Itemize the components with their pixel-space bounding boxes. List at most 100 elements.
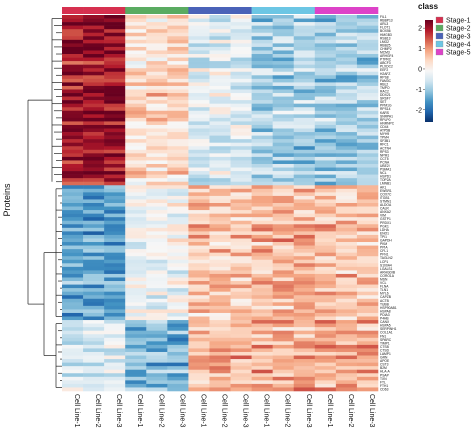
heatmap-cell: [230, 305, 252, 310]
heatmap-cell: [188, 213, 210, 218]
heatmap-cell: [209, 160, 231, 165]
heatmap-cell: [335, 75, 358, 80]
heatmap-cell: [230, 153, 252, 158]
heatmap-cell: [167, 43, 189, 48]
heatmap-cell: [62, 281, 84, 285]
heatmap-cell: [335, 64, 358, 69]
heatmap-cell: [335, 142, 358, 147]
heatmap-cell: [230, 171, 252, 175]
heatmap-cell: [314, 242, 337, 246]
heatmap-cell: [125, 337, 147, 342]
heatmap-cell: [293, 245, 316, 250]
heatmap-cell: [293, 171, 316, 175]
heatmap-cell: [167, 54, 189, 58]
row-label: EWSR1: [380, 189, 392, 193]
heatmap-cell: [146, 128, 168, 133]
heatmap-cell: [272, 107, 295, 112]
heatmap-cell: [230, 309, 252, 314]
heatmap-cell: [125, 36, 147, 41]
heatmap-cell: [188, 348, 210, 353]
heatmap-cell: [356, 366, 379, 371]
heatmap-cell: [188, 273, 210, 278]
heatmap-cell: [167, 185, 189, 190]
heatmap-cell: [314, 312, 337, 317]
row-label: HSPA5: [380, 324, 391, 328]
heatmap-cell: [314, 217, 337, 222]
heatmap-cell: [167, 316, 189, 321]
heatmap-cell: [62, 192, 84, 197]
heatmap-cell: [335, 114, 358, 119]
heatmap-cell: [209, 373, 231, 378]
heatmap-cell: [83, 270, 105, 275]
heatmap-cell: [83, 337, 105, 342]
heatmap-cell: [146, 167, 168, 172]
heatmap-cell: [293, 227, 316, 232]
heatmap-cell: [230, 273, 252, 278]
heatmap-cell: [62, 366, 84, 371]
heatmap-cell: [62, 344, 84, 349]
heatmap-cell: [209, 288, 231, 292]
heatmap-cell: [83, 387, 105, 392]
heatmap-cell: [104, 376, 126, 381]
heatmap-cell: [293, 139, 316, 143]
heatmap-cell: [230, 362, 252, 367]
heatmap-cell: [188, 178, 210, 183]
heatmap-cell: [335, 323, 358, 328]
heatmap-cell: [188, 29, 210, 34]
heatmap-cell: [230, 359, 252, 363]
heatmap-cell: [104, 110, 126, 115]
heatmap-cell: [188, 320, 210, 324]
heatmap-cell: [104, 266, 126, 271]
heatmap-cell: [125, 46, 147, 51]
heatmap-cell: [62, 181, 84, 186]
heatmap-cell: [125, 298, 147, 303]
heatmap-cell: [314, 245, 337, 250]
heatmap-cell: [230, 188, 252, 193]
heatmap-cell: [146, 302, 168, 307]
heatmap-cell: [293, 85, 316, 90]
heatmap-cell: [146, 78, 168, 83]
heatmap-cell: [293, 252, 316, 257]
heatmap-cell: [251, 362, 273, 367]
heatmap-cell: [356, 174, 379, 179]
heatmap-cell: [251, 96, 273, 101]
heatmap-cell: [356, 224, 379, 229]
heatmap-cell: [251, 220, 273, 225]
heatmap-cell: [251, 64, 273, 69]
heatmap-cell: [104, 263, 126, 268]
heatmap-cell: [146, 387, 168, 392]
heatmap-cell: [356, 96, 379, 101]
heatmap-cell: [83, 259, 105, 264]
heatmap-cell: [83, 224, 105, 229]
heatmap-cell: [335, 227, 358, 232]
heatmap-cell: [104, 220, 126, 225]
heatmap-cell: [272, 178, 295, 183]
row-label: FLOT1: [380, 26, 390, 30]
heatmap-cell: [251, 15, 273, 19]
heatmap-cell: [293, 68, 316, 73]
heatmap-cell: [335, 359, 358, 363]
heatmap-cell: [125, 302, 147, 307]
heatmap-cell: [230, 107, 252, 112]
heatmap-cell: [167, 298, 189, 303]
heatmap-cell: [125, 124, 147, 129]
heatmap-cell: [83, 89, 105, 94]
heatmap-cell: [209, 359, 231, 363]
heatmap-cell: [125, 89, 147, 94]
heatmap-cell: [209, 192, 231, 197]
heatmap-cell: [209, 327, 231, 331]
row-label: PSAP: [380, 373, 390, 377]
heatmap-cell: [356, 39, 379, 44]
heatmap-cell: [188, 355, 210, 360]
heatmap-cell: [230, 89, 252, 94]
heatmap-cell: [251, 210, 273, 214]
heatmap-cell: [209, 295, 231, 300]
heatmap-cell: [314, 75, 337, 80]
heatmap-cell: [104, 369, 126, 374]
heatmap-cell: [125, 64, 147, 69]
heatmap-cell: [188, 206, 210, 211]
heatmap-cell: [293, 369, 316, 374]
heatmap-cell: [230, 266, 252, 271]
heatmap-cell: [272, 210, 295, 214]
